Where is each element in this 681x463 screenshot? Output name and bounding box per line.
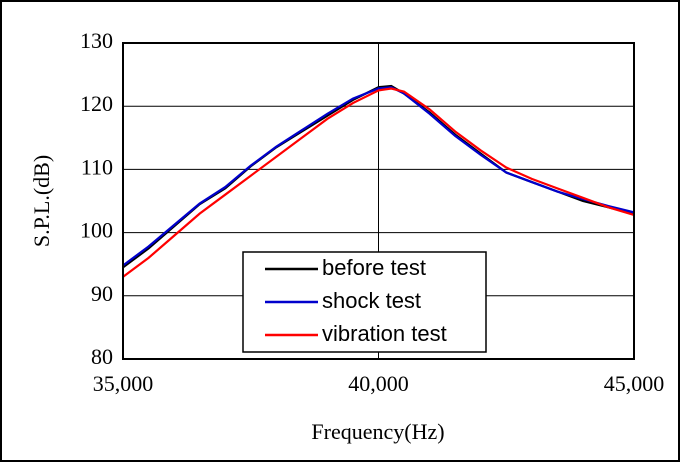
legend-label: vibration test <box>322 321 447 346</box>
y-axis-label: S.P.L.(dB) <box>29 155 54 247</box>
series-line <box>122 87 635 278</box>
y-tick-label: 120 <box>80 91 113 116</box>
x-tick-label: 40,000 <box>348 371 409 396</box>
series-line <box>122 86 635 267</box>
y-tick-label: 100 <box>80 218 113 243</box>
legend-label: before test <box>322 255 426 280</box>
legend-label: shock test <box>322 288 421 313</box>
x-tick-label: 45,000 <box>604 371 665 396</box>
y-tick-label: 90 <box>91 281 113 306</box>
y-tick-label: 110 <box>81 154 113 179</box>
y-tick-label: 80 <box>91 344 113 369</box>
plot-border <box>122 42 635 360</box>
x-axis-label: Frequency(Hz) <box>311 419 444 444</box>
y-tick-label: 130 <box>80 28 113 53</box>
x-tick-label: 35,000 <box>93 371 154 396</box>
